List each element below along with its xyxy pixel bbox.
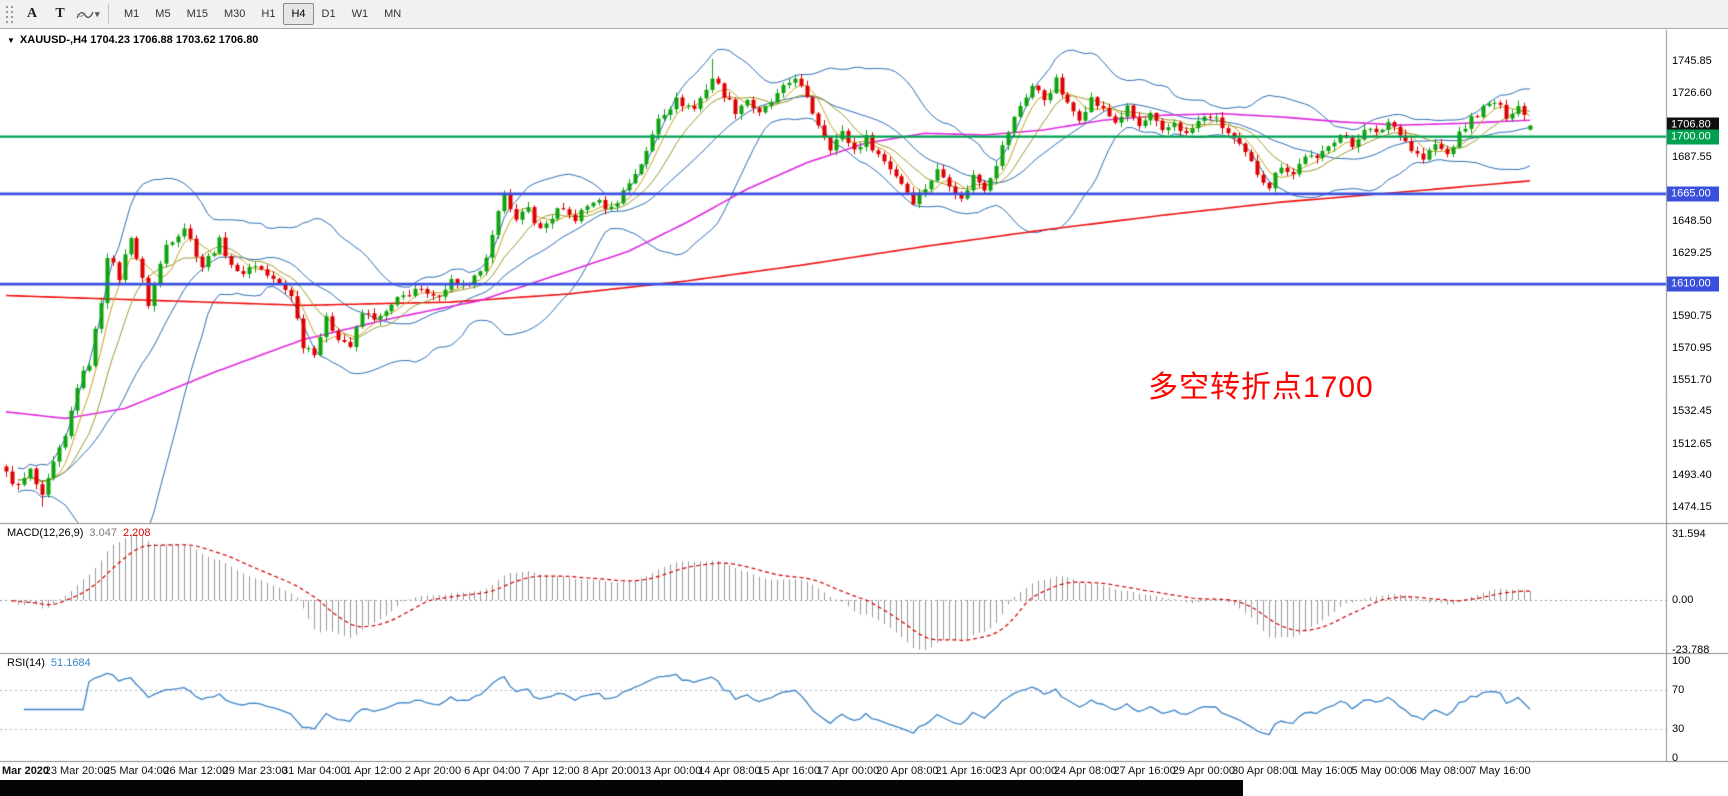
macd-name: MACD(12,26,9) [7, 527, 84, 539]
macd-scale-label: 31.594 [1672, 528, 1706, 540]
time-axis-label: 20 Mar 2020 [0, 765, 50, 777]
time-axis-label: 24 Apr 08:00 [1054, 765, 1117, 777]
time-axis-label: 27 Apr 16:00 [1113, 765, 1176, 777]
rsi-scale-label: 100 [1672, 655, 1691, 667]
macd-panel-label: MACD(12,26,9) 3.047 2.208 [7, 527, 150, 539]
time-axis-label: 17 Apr 00:00 [816, 765, 880, 777]
time-axis-label: 20 Apr 08:00 [876, 765, 939, 777]
time-axis-label: 25 Mar 04:00 [104, 765, 169, 777]
macd-main-value: 3.047 [89, 527, 117, 539]
timeframe-button-m5[interactable]: M5 [147, 3, 178, 25]
time-axis-label: 23 Mar 20:00 [44, 765, 110, 777]
time-axis-label: 21 Apr 16:00 [935, 765, 998, 777]
time-axis-label: 29 Apr 00:00 [1172, 765, 1236, 777]
price-scale-label: 1551.70 [1672, 373, 1712, 386]
time-axis-label: 8 Apr 20:00 [582, 765, 639, 777]
price-line-badge: 1665.00 [1667, 186, 1719, 202]
time-axis-label: 26 Mar 12:00 [163, 765, 229, 777]
time-axis-label: 30 Apr 08:00 [1231, 765, 1295, 777]
rsi-value: 51.1684 [50, 657, 91, 669]
macd-signal-value: 2.208 [122, 527, 151, 539]
price-scale-label: 1474.15 [1672, 500, 1712, 513]
time-axis-label: 31 Mar 04:00 [281, 765, 347, 777]
time-axis-label: 15 Apr 16:00 [757, 765, 820, 777]
rsi-scale-label: 30 [1672, 722, 1685, 735]
time-axis-label: 6 Apr 04:00 [464, 765, 521, 777]
time-axis-label: 1 Apr 12:00 [345, 765, 402, 777]
macd-scale-label: -23.788 [1672, 644, 1710, 656]
time-axis-label: 7 Apr 12:00 [523, 765, 580, 777]
rsi-scale-label: 0 [1672, 752, 1679, 764]
toolbar: A T ▾ M1 M5 M15 M30 H1 H4 D1 W1 MN [0, 0, 1728, 29]
price-scale-label: 1745.85 [1672, 55, 1712, 68]
chart-annotation: 多空转折点1700 [1148, 371, 1374, 404]
time-axis-label: 29 Mar 23:00 [222, 765, 288, 777]
price-scale-label: 1493.40 [1672, 469, 1712, 482]
price-line-badge: 1610.00 [1667, 276, 1719, 292]
price-scale-label: 1687.55 [1672, 150, 1712, 163]
chart-title-text: XAUUSD-,H4 1704.23 1706.88 1703.62 1706.… [19, 34, 259, 46]
timeframe-button-h1[interactable]: H1 [253, 3, 283, 25]
timeframe-button-d1[interactable]: D1 [314, 3, 344, 25]
timeframe-button-w1[interactable]: W1 [344, 3, 377, 25]
arrow-tool-button[interactable]: A [19, 3, 45, 25]
macd-scale-label: 0.00 [1672, 594, 1694, 606]
price-scale-label: 1532.45 [1672, 405, 1712, 418]
timeframe-group: M1 M5 M15 M30 H1 H4 D1 W1 MN [116, 3, 409, 25]
drag-dots-icon [6, 6, 13, 23]
triangle-down-icon: ▼ [7, 35, 15, 45]
rsi-panel-label: RSI(14) 51.1684 [7, 657, 91, 669]
bottom-bar [0, 780, 1243, 796]
price-scale-label: 1512.65 [1672, 437, 1712, 450]
rsi-name: RSI(14) [7, 657, 45, 669]
text-tool-button[interactable]: T [47, 3, 73, 25]
toolbar-drag-handle[interactable] [3, 4, 17, 24]
shapes-tool-button[interactable]: ▾ [75, 3, 101, 25]
curves-icon [76, 11, 94, 19]
chart-title: ▼ XAUUSD-,H4 1704.23 1706.88 1703.62 170… [7, 34, 258, 46]
timeframe-button-h4[interactable]: H4 [283, 3, 314, 25]
time-axis-label: 14 Apr 08:00 [698, 765, 761, 777]
time-axis-label: 6 May 08:00 [1410, 765, 1472, 777]
time-axis-label: 5 May 00:00 [1351, 765, 1413, 777]
timeframe-button-m1[interactable]: M1 [116, 3, 147, 25]
chevron-down-icon: ▾ [95, 8, 100, 19]
price-scale-label: 1726.60 [1672, 87, 1712, 99]
time-axis-label: 7 May 16:00 [1470, 765, 1531, 777]
time-axis-label: 1 May 16:00 [1292, 765, 1353, 777]
rsi-scale-label: 70 [1672, 684, 1685, 697]
time-axis-label: 13 Apr 00:00 [638, 765, 702, 777]
price-line-badge: 1700.00 [1667, 129, 1719, 145]
toolbar-separator [108, 4, 109, 24]
price-scale-label: 1648.50 [1672, 214, 1712, 227]
time-axis-label: 23 Apr 00:00 [994, 765, 1058, 777]
price-scale-label: 1629.25 [1672, 246, 1712, 259]
price-scale-label: 1590.75 [1672, 309, 1712, 322]
timeframe-button-m30[interactable]: M30 [216, 3, 253, 25]
timeframe-button-mn[interactable]: MN [376, 3, 409, 25]
price-scale-label: 1570.95 [1672, 342, 1712, 355]
time-axis-label: 2 Apr 20:00 [404, 765, 462, 777]
timeframe-button-m15[interactable]: M15 [179, 3, 216, 25]
